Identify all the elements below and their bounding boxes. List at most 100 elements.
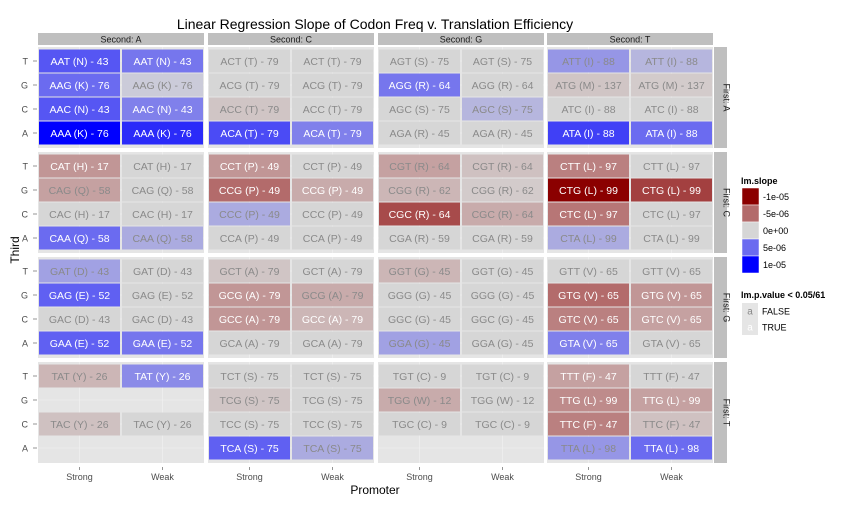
cell-label: CAT (H) - 17 bbox=[133, 161, 192, 173]
heatmap-cell bbox=[631, 121, 712, 145]
heatmap-cell bbox=[292, 49, 373, 73]
heatmap-cell bbox=[462, 412, 543, 436]
cell-label: CTC (L) - 97 bbox=[559, 209, 618, 221]
heatmap-cell bbox=[462, 283, 543, 307]
heatmap-cell bbox=[462, 73, 543, 97]
cell-label: GTG (V) - 65 bbox=[641, 290, 702, 302]
cell-label: ATT (I) - 88 bbox=[645, 56, 698, 68]
cell-label: GCG (A) - 79 bbox=[219, 290, 281, 302]
cell-label: TGT (C) - 9 bbox=[393, 371, 447, 383]
heatmap-cell bbox=[209, 412, 290, 436]
facet-col-label: Second: G bbox=[440, 35, 483, 45]
cell-label: AGT (S) - 75 bbox=[473, 56, 532, 68]
cell-label: AAC (N) - 43 bbox=[132, 104, 192, 116]
heatmap-cell bbox=[39, 331, 120, 355]
y-tick-label: G bbox=[21, 396, 28, 406]
cell-label: ATC (I) - 88 bbox=[561, 104, 615, 116]
cell-label: AAT (N) - 43 bbox=[51, 56, 109, 68]
cell-label: GGA (G) - 45 bbox=[389, 338, 451, 350]
heatmap-cell bbox=[122, 49, 203, 73]
heatmap-cell bbox=[122, 283, 203, 307]
heatmap-cell bbox=[462, 259, 543, 283]
heatmap-cell bbox=[292, 259, 373, 283]
heatmap-cell bbox=[122, 97, 203, 121]
facet-col-label: Second: C bbox=[270, 35, 313, 45]
heatmap-cell bbox=[631, 364, 712, 388]
cell-label: ACA (T) - 79 bbox=[303, 128, 362, 140]
heatmap-cell bbox=[379, 154, 460, 178]
legend-entry-label: TRUE bbox=[762, 323, 787, 333]
cell-label: ACG (T) - 79 bbox=[302, 80, 362, 92]
heatmap-cell bbox=[548, 364, 629, 388]
legend-entry-label: -5e-06 bbox=[763, 209, 789, 219]
cell-label: TTG (L) - 99 bbox=[560, 395, 618, 407]
cell-label: CAC (H) - 17 bbox=[132, 209, 193, 221]
heatmap-cell bbox=[379, 331, 460, 355]
y-tick-label: T bbox=[23, 57, 29, 67]
legend-swatch bbox=[741, 221, 760, 240]
heatmap-cell bbox=[462, 226, 543, 250]
cell-label: GTT (V) - 65 bbox=[559, 266, 618, 278]
cell-label: CCC (P) - 49 bbox=[302, 209, 363, 221]
heatmap-cell bbox=[631, 178, 712, 202]
cell-label: AGC (S) - 75 bbox=[389, 104, 450, 116]
cell-label: ATA (I) - 88 bbox=[562, 128, 614, 140]
cell-label: CAT (H) - 17 bbox=[50, 161, 109, 173]
cell-label: TTA (L) - 98 bbox=[644, 443, 699, 455]
facet-row-label: First: C bbox=[722, 188, 732, 217]
legend-key bbox=[742, 319, 758, 335]
heatmap-cell bbox=[122, 259, 203, 283]
cell-label: CGC (R) - 64 bbox=[389, 209, 451, 221]
cell-label: GAT (D) - 43 bbox=[50, 266, 109, 278]
heatmap-cell bbox=[122, 121, 203, 145]
heatmap-cell bbox=[122, 73, 203, 97]
heatmap-cell bbox=[548, 307, 629, 331]
facet-row-label: First: G bbox=[722, 293, 732, 323]
cell-label: CCA (P) - 49 bbox=[303, 233, 363, 245]
cell-label: AGG (R) - 64 bbox=[389, 80, 451, 92]
legend-entry-label: 0e+00 bbox=[763, 226, 788, 236]
cell-label: ACT (T) - 79 bbox=[303, 56, 361, 68]
facet-strip-col bbox=[38, 33, 204, 45]
heatmap-cell bbox=[209, 388, 290, 412]
cell-label: AGT (S) - 75 bbox=[390, 56, 449, 68]
heatmap-cell bbox=[209, 154, 290, 178]
heatmap-cell bbox=[209, 283, 290, 307]
cell-label: ATC (I) - 88 bbox=[644, 104, 698, 116]
heatmap-cell bbox=[631, 259, 712, 283]
y-tick-label: C bbox=[22, 210, 29, 220]
heatmap-cell bbox=[631, 154, 712, 178]
x-tick-label: Weak bbox=[321, 472, 344, 482]
cell-label: TCG (S) - 75 bbox=[219, 395, 279, 407]
cell-label: CGC (R) - 64 bbox=[472, 209, 534, 221]
cell-label: TTG (L) - 99 bbox=[643, 395, 701, 407]
facet-row-label: First: T bbox=[722, 399, 732, 427]
heatmap-cell bbox=[379, 202, 460, 226]
cell-label: GCC (A) - 79 bbox=[219, 314, 280, 326]
heatmap-cell bbox=[462, 388, 543, 412]
cell-label: GAG (E) - 52 bbox=[49, 290, 110, 302]
cell-label: GTA (V) - 65 bbox=[642, 338, 700, 350]
heatmap-cell bbox=[39, 49, 120, 73]
y-tick-label: C bbox=[22, 105, 29, 115]
cell-label: CCA (P) - 49 bbox=[220, 233, 280, 245]
cell-label: AAA (K) - 76 bbox=[50, 128, 109, 140]
x-axis-title: Promoter bbox=[350, 483, 399, 497]
cell-label: AGC (S) - 75 bbox=[472, 104, 533, 116]
heatmap-cell bbox=[631, 436, 712, 460]
heatmap-cell bbox=[209, 259, 290, 283]
cell-label: TGT (C) - 9 bbox=[476, 371, 530, 383]
facet-strip-col bbox=[208, 33, 374, 45]
heatmap-cell bbox=[39, 226, 120, 250]
y-tick-label: C bbox=[22, 420, 29, 430]
cell-label: GGT (G) - 45 bbox=[389, 266, 451, 278]
heatmap-cell bbox=[209, 73, 290, 97]
heatmap-cell bbox=[462, 202, 543, 226]
cell-label: GTA (V) - 65 bbox=[559, 338, 617, 350]
cell-label: GTG (V) - 65 bbox=[558, 290, 619, 302]
heatmap-cell bbox=[209, 226, 290, 250]
cell-label: AAA (K) - 76 bbox=[133, 128, 192, 140]
cell-label: CGG (R) - 62 bbox=[471, 185, 534, 197]
facet-col-label: Second: A bbox=[100, 35, 141, 45]
